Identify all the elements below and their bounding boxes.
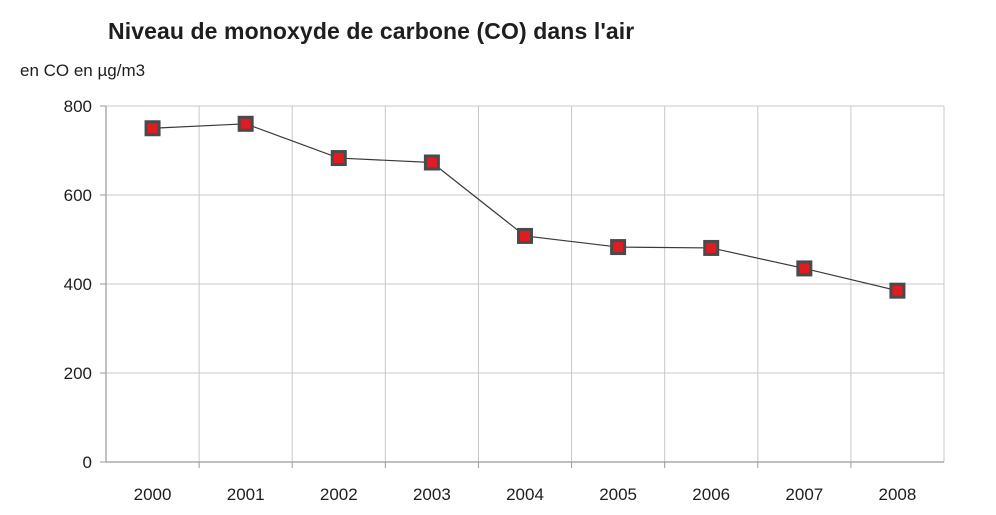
tick-labels: 0 200 400 600 800 2000 2001 2002 2003 2004 2005 200… [64, 97, 917, 504]
data-point-marker [517, 227, 533, 244]
x-tick-label: 2008 [879, 485, 917, 504]
x-tick-label: 2006 [692, 485, 730, 504]
y-tick-label: 200 [64, 364, 92, 383]
y-tick-label: 0 [83, 453, 92, 472]
data-point-markers [144, 115, 906, 299]
x-tick-label: 2004 [506, 485, 544, 504]
y-axis-unit-label: en CO en µg/m3 [20, 61, 146, 80]
series-line [152, 123, 898, 292]
data-point-marker [237, 115, 254, 132]
data-point-marker [796, 260, 813, 277]
axes [100, 105, 944, 468]
y-tick-label: 400 [64, 275, 92, 294]
data-point-marker [423, 154, 440, 171]
y-tick-label: 600 [64, 186, 92, 205]
x-tick-label: 2007 [785, 485, 823, 504]
x-tick-label: 2003 [413, 485, 451, 504]
data-point-marker [610, 239, 627, 256]
data-point-marker [330, 150, 347, 167]
grid-lines [106, 105, 945, 462]
x-tick-label: 2000 [134, 485, 172, 504]
series-line-layer [152, 123, 898, 292]
chart-title: Niveau de monoxyde de carbone (CO) dans … [108, 18, 635, 44]
data-point-marker [144, 120, 161, 137]
data-point-marker [889, 282, 906, 299]
data-point-marker [703, 239, 720, 256]
x-tick-label: 2001 [227, 485, 265, 504]
x-tick-label: 2002 [320, 485, 358, 504]
x-tick-label: 2005 [599, 485, 637, 504]
y-tick-label: 800 [64, 97, 92, 116]
